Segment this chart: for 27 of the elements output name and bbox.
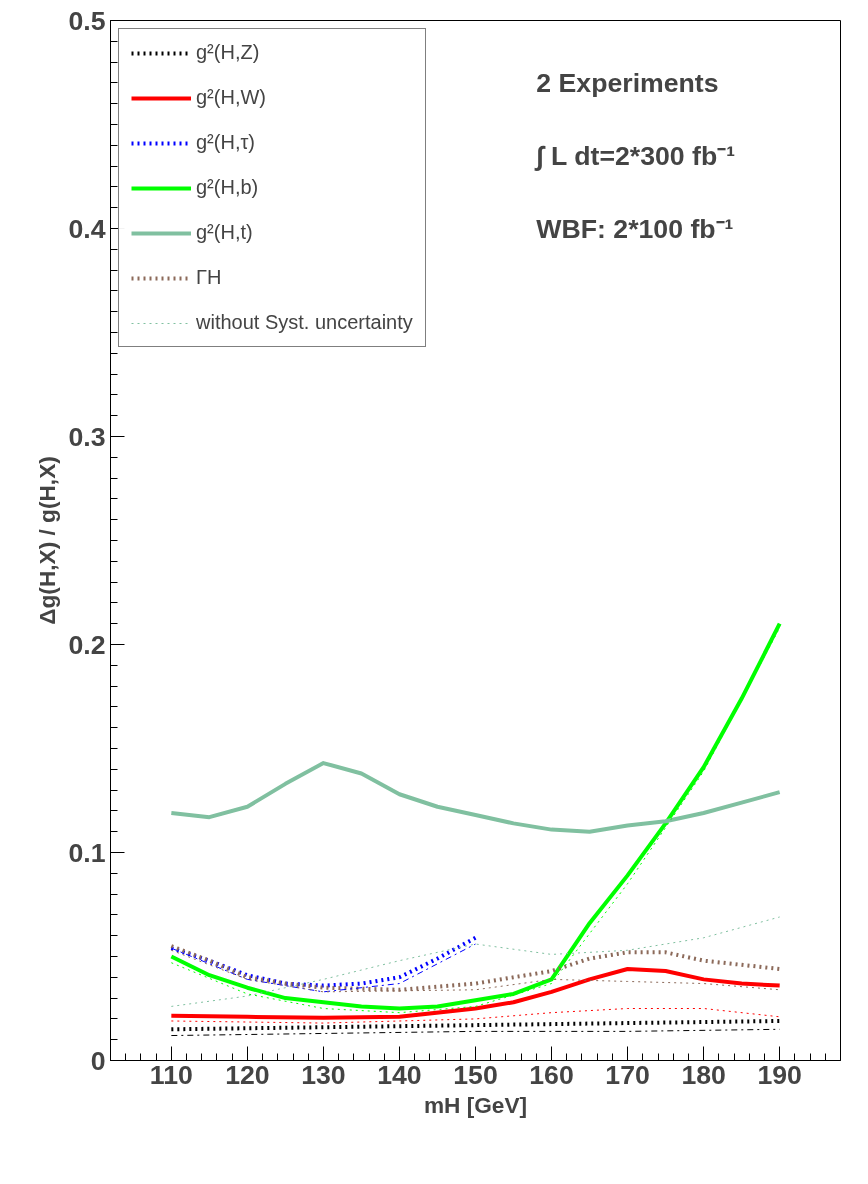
x-tick-label: 150 <box>453 1059 498 1090</box>
x-tick-label: 110 <box>149 1059 193 1090</box>
legend-label: g²(H,b) <box>196 176 259 199</box>
y-tick-label: 0.4 <box>68 213 106 244</box>
y-tick-label: 0.2 <box>68 629 106 660</box>
annotation: ∫ L dt=2*300 fb⁻¹ <box>534 140 736 171</box>
x-tick-label: 130 <box>301 1059 346 1090</box>
y-tick-label: 0.3 <box>68 421 106 452</box>
y-tick-label: 0 <box>90 1045 106 1076</box>
x-tick-label: 180 <box>681 1059 726 1090</box>
legend-label: ΓH <box>196 266 222 289</box>
legend-label: g²(H,τ) <box>196 131 256 154</box>
annotation: WBF: 2*100 fb⁻¹ <box>536 213 734 244</box>
y-axis-title: Δg(H,X) / g(H,X) <box>34 456 61 625</box>
annotation: 2 Experiments <box>536 67 719 98</box>
legend-label: without Syst. uncertainty <box>196 311 413 334</box>
legend-label: g²(H,t) <box>196 221 253 244</box>
legend-label: g²(H,Z) <box>196 41 260 64</box>
y-tick-label: 0.1 <box>68 837 106 868</box>
x-tick-label: 190 <box>757 1059 802 1090</box>
legend-label: g²(H,W) <box>196 86 266 109</box>
x-axis-title: mH [GeV] <box>423 1091 528 1118</box>
x-tick-label: 160 <box>529 1059 574 1090</box>
x-tick-label: 170 <box>605 1059 650 1090</box>
x-tick-label: 140 <box>377 1059 422 1090</box>
x-tick-label: 120 <box>225 1059 270 1090</box>
y-tick-label: 0.5 <box>68 5 106 36</box>
